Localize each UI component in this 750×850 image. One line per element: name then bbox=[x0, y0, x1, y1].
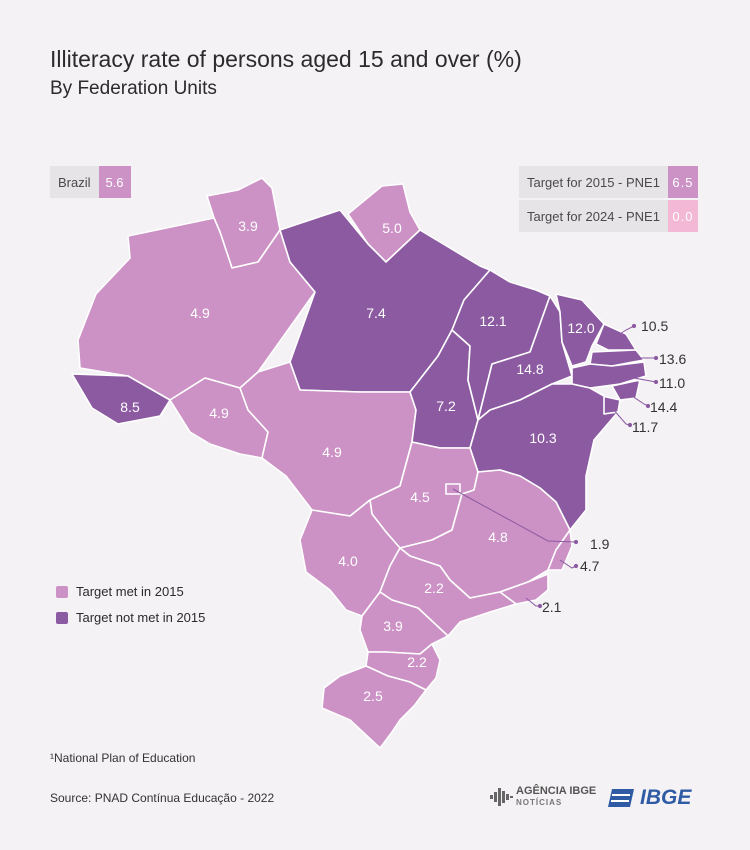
state-CE bbox=[555, 293, 605, 367]
legend-met-label: Target met in 2015 bbox=[76, 584, 184, 599]
value-label-AM: 4.9 bbox=[190, 305, 210, 321]
chart-subtitle: By Federation Units bbox=[50, 78, 217, 99]
target-2024-box: Target for 2024 - PNE1 0.0 bbox=[519, 200, 698, 232]
leader-RN bbox=[613, 325, 635, 339]
legend-not-met: Target not met in 2015 bbox=[56, 610, 205, 625]
value-label-AP: 5.0 bbox=[382, 220, 402, 236]
value-label-SP: 2.2 bbox=[424, 580, 444, 596]
value-label-RR: 3.9 bbox=[238, 218, 258, 234]
target-2024-value: 0.0 bbox=[667, 200, 698, 232]
leader-PE bbox=[633, 377, 657, 383]
legend-met-swatch bbox=[56, 585, 68, 598]
value-label-AC: 8.5 bbox=[120, 399, 140, 415]
value-label-SE: 11.7 bbox=[632, 419, 658, 435]
state-AL bbox=[611, 379, 641, 401]
value-label-PR: 3.9 bbox=[383, 618, 403, 634]
ibge-logo: IBGE bbox=[606, 786, 691, 810]
value-label-MT: 4.9 bbox=[322, 444, 342, 460]
value-label-MS: 4.0 bbox=[338, 553, 358, 569]
value-label-RN: 10.5 bbox=[641, 318, 668, 334]
legend-not-met-label: Target not met in 2015 bbox=[76, 610, 206, 625]
value-label-MA: 12.1 bbox=[479, 313, 506, 329]
value-label-RO: 4.9 bbox=[209, 405, 229, 421]
agencia-logo-icon bbox=[490, 788, 513, 806]
source-note: Source: PNAD Contínua Educação - 2022 bbox=[50, 791, 275, 805]
legend-met: Target met in 2015 bbox=[56, 584, 184, 599]
target-2015-label: Target for 2015 - PNE1 bbox=[519, 166, 668, 198]
value-label-BA: 10.3 bbox=[529, 430, 556, 446]
value-label-RS: 2.5 bbox=[363, 688, 383, 704]
state-PB bbox=[589, 349, 645, 367]
leader-RN-dot bbox=[631, 323, 637, 329]
value-label-SC: 2.2 bbox=[407, 654, 427, 670]
brazil-label: Brazil bbox=[50, 166, 99, 198]
leader-RJ-dot bbox=[537, 603, 543, 609]
leader-DF-dot bbox=[573, 539, 579, 545]
value-label-PA: 7.4 bbox=[366, 305, 386, 321]
leader-PE-dot bbox=[653, 379, 659, 385]
chart-title: Illiteracy rate of persons aged 15 and o… bbox=[50, 46, 522, 72]
brazil-value: 5.6 bbox=[98, 166, 131, 198]
leader-DF bbox=[452, 488, 577, 543]
leader-ES-dot bbox=[573, 563, 579, 569]
value-label-MG: 4.8 bbox=[488, 529, 508, 545]
state-ES bbox=[547, 529, 573, 571]
value-label-AL: 14.4 bbox=[650, 399, 677, 415]
value-label-PE: 11.0 bbox=[659, 375, 685, 391]
state-AC bbox=[71, 373, 171, 425]
value-label-CE: 12.0 bbox=[567, 320, 594, 336]
footnote: ¹National Plan of Education bbox=[50, 751, 196, 765]
ibge-logo-text: IBGE bbox=[640, 786, 692, 809]
legend-not-met-swatch bbox=[56, 611, 68, 624]
brazil-rate-box: Brazil 5.6 bbox=[50, 166, 131, 198]
value-label-PI: 14.8 bbox=[516, 361, 543, 377]
target-2015-box: Target for 2015 - PNE1 6.5 bbox=[519, 166, 698, 198]
leader-PB-dot bbox=[653, 355, 659, 361]
value-label-ES: 4.7 bbox=[580, 558, 600, 574]
leader-SE-dot bbox=[627, 422, 633, 428]
value-label-TO: 7.2 bbox=[436, 398, 456, 414]
value-label-RJ: 2.1 bbox=[542, 599, 562, 615]
ibge-logo-icon bbox=[608, 789, 634, 807]
leader-AL-dot bbox=[645, 403, 651, 409]
value-label-DF: 1.9 bbox=[590, 536, 610, 552]
agencia-ibge-logo: AGÊNCIA IBGE NOTÍCIAS bbox=[490, 786, 596, 808]
target-2015-value: 6.5 bbox=[667, 166, 698, 198]
state-RS bbox=[321, 665, 427, 749]
agencia-logo-text: AGÊNCIA IBGE NOTÍCIAS bbox=[516, 785, 597, 808]
target-2024-label: Target for 2024 - PNE1 bbox=[519, 200, 668, 232]
value-label-GO: 4.5 bbox=[410, 489, 430, 505]
value-label-PB: 13.6 bbox=[659, 351, 686, 367]
